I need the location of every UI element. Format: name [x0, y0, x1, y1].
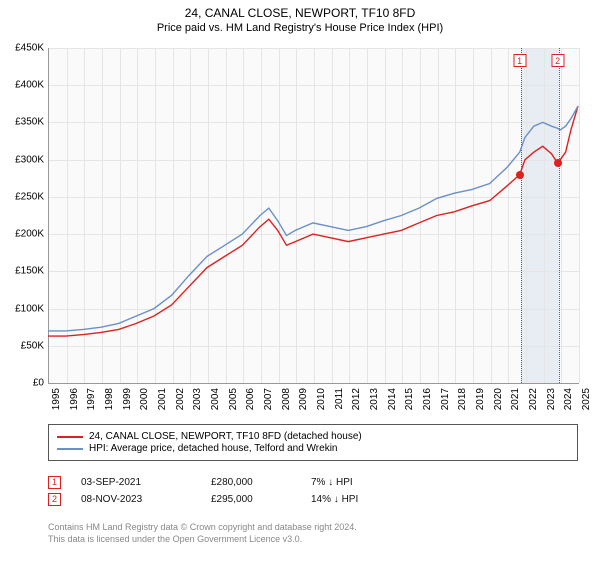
legend-label: HPI: Average price, detached house, Telf…	[89, 443, 338, 454]
legend-swatch	[57, 448, 83, 450]
xtick-label: 2021	[510, 388, 521, 410]
xtick-label: 2000	[139, 388, 150, 410]
ytick-label: £450K	[15, 43, 44, 54]
xtick-label: 2013	[369, 388, 380, 410]
ytick-label: £50K	[21, 340, 44, 351]
xtick-label: 2007	[263, 388, 274, 410]
xtick-label: 2023	[546, 388, 557, 410]
xtick-label: 2015	[404, 388, 415, 410]
event-hpi: 7% ↓ HPI	[311, 477, 411, 488]
series-price_paid	[48, 106, 578, 336]
xtick-label: 2001	[157, 388, 168, 410]
event-marker-dot	[516, 171, 524, 179]
footnote-line1: Contains HM Land Registry data © Crown c…	[48, 522, 578, 534]
xtick-label: 1998	[104, 388, 115, 410]
ytick-label: £100K	[15, 303, 44, 314]
event-row: 2 08-NOV-2023 £295,000 14% ↓ HPI	[48, 493, 578, 506]
xtick-label: 1999	[122, 388, 133, 410]
legend-item: HPI: Average price, detached house, Telf…	[57, 443, 569, 454]
ytick-label: £0	[33, 378, 44, 389]
footnote: Contains HM Land Registry data © Crown c…	[48, 522, 578, 545]
event-marker-label: 1	[513, 54, 526, 67]
xtick-label: 1996	[69, 388, 80, 410]
xtick-label: 2002	[175, 388, 186, 410]
xtick-label: 2017	[440, 388, 451, 410]
ytick-label: £150K	[15, 266, 44, 277]
ytick-label: £350K	[15, 117, 44, 128]
ytick-label: £300K	[15, 154, 44, 165]
xtick-label: 1997	[86, 388, 97, 410]
xtick-label: 2024	[563, 388, 574, 410]
event-date: 03-SEP-2021	[81, 477, 191, 488]
legend-label: 24, CANAL CLOSE, NEWPORT, TF10 8FD (deta…	[89, 431, 362, 442]
xtick-label: 2005	[228, 388, 239, 410]
event-price: £280,000	[211, 477, 291, 488]
xtick-label: 2004	[210, 388, 221, 410]
xtick-label: 2010	[316, 388, 327, 410]
xtick-label: 1995	[51, 388, 62, 410]
event-price: £295,000	[211, 494, 291, 505]
xtick-label: 2014	[387, 388, 398, 410]
xtick-label: 2006	[245, 388, 256, 410]
xtick-label: 2012	[351, 388, 362, 410]
event-marker-dot	[554, 159, 562, 167]
xtick-label: 2011	[334, 388, 345, 410]
event-table: 1 03-SEP-2021 £280,000 7% ↓ HPI 2 08-NOV-2023…	[48, 472, 578, 510]
xtick-label: 2003	[192, 388, 203, 410]
series-hpi	[48, 106, 578, 331]
xtick-label: 2016	[422, 388, 433, 410]
event-hpi: 14% ↓ HPI	[311, 494, 411, 505]
xtick-label: 2018	[457, 388, 468, 410]
gridline-v	[579, 48, 580, 383]
xtick-label: 2025	[581, 388, 592, 410]
footnote-line2: This data is licensed under the Open Gov…	[48, 534, 578, 546]
event-date: 08-NOV-2023	[81, 494, 191, 505]
chart-title: 24, CANAL CLOSE, NEWPORT, TF10 8FD	[0, 6, 600, 20]
xtick-label: 2022	[528, 388, 539, 410]
event-marker-box: 2	[48, 493, 61, 506]
legend-item: 24, CANAL CLOSE, NEWPORT, TF10 8FD (deta…	[57, 431, 569, 442]
legend-swatch	[57, 436, 83, 438]
xtick-label: 2019	[475, 388, 486, 410]
xtick-label: 2009	[298, 388, 309, 410]
xtick-label: 2008	[281, 388, 292, 410]
legend: 24, CANAL CLOSE, NEWPORT, TF10 8FD (deta…	[48, 424, 578, 461]
ytick-label: £400K	[15, 80, 44, 91]
chart-subtitle: Price paid vs. HM Land Registry's House …	[0, 22, 600, 34]
ytick-label: £250K	[15, 191, 44, 202]
line-series	[48, 48, 578, 383]
event-marker-box: 1	[48, 476, 61, 489]
chart-area: £0£50K£100K£150K£200K£250K£300K£350K£400…	[48, 48, 578, 383]
event-row: 1 03-SEP-2021 £280,000 7% ↓ HPI	[48, 476, 578, 489]
event-marker-label: 2	[551, 54, 564, 67]
xtick-label: 2020	[493, 388, 504, 410]
ytick-label: £200K	[15, 229, 44, 240]
